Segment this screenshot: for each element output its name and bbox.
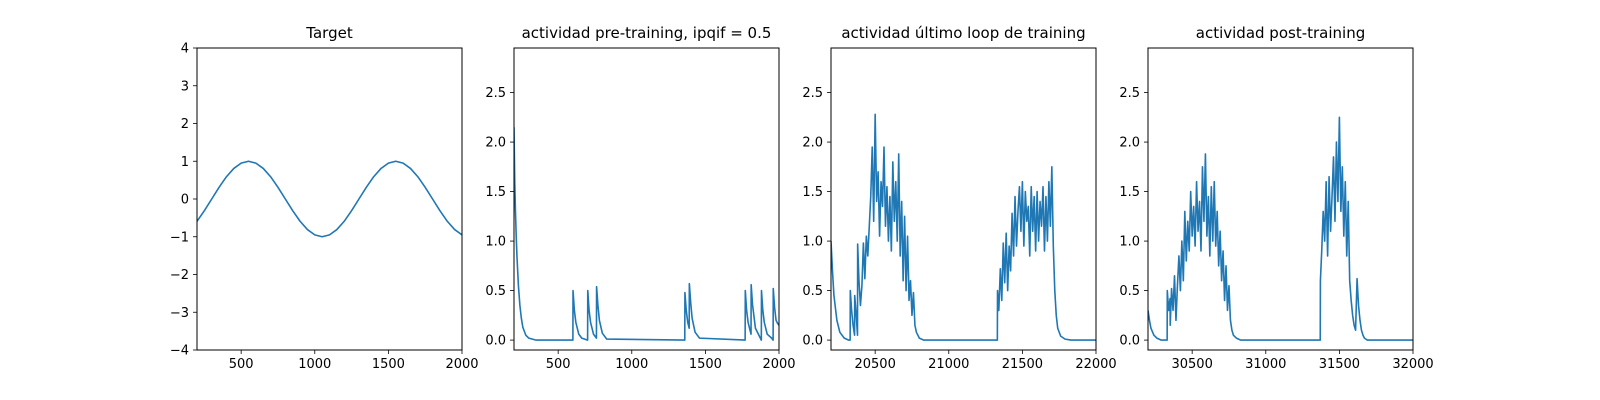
y-tick-label: 0.0: [802, 334, 823, 349]
x-tick-label: 2000: [445, 357, 478, 372]
subplot-4: 30500 31000 31500 32000 0.0 0.5 1.0 1.5 2.0 2.5 ac…: [1119, 24, 1433, 372]
x-tick-label: 2000: [762, 357, 795, 372]
x-tick-label: 1500: [689, 357, 722, 372]
y-tick-label: 2.0: [802, 136, 823, 151]
x-tick-label: 21000: [928, 357, 969, 372]
x-tick-label: 20500: [854, 357, 895, 372]
y-tick-label: −4: [170, 344, 189, 359]
y-tick-label: 4: [181, 42, 189, 57]
y-tick-label: −3: [170, 306, 189, 321]
y-tick-label: 0: [181, 193, 189, 208]
subplot-title: actividad pre-training, ipqif = 0.5: [522, 24, 772, 42]
x-tick-label: 22000: [1075, 357, 1116, 372]
x-tick-label: 31000: [1245, 357, 1286, 372]
series-line: [514, 127, 779, 341]
y-tick-label: 1.0: [802, 235, 823, 250]
subplot-title: actividad post-training: [1196, 24, 1365, 42]
x-tick-label: 31500: [1319, 357, 1360, 372]
axes-frame: [1147, 47, 1414, 351]
x-tick-label: 1500: [372, 357, 405, 372]
x-tick-label: 30500: [1171, 357, 1212, 372]
x-tick-label: 32000: [1392, 357, 1433, 372]
x-tick-label: 500: [546, 357, 571, 372]
subplot-title: Target: [305, 24, 353, 42]
y-tick-label: 3: [181, 79, 189, 94]
y-tick-label: −1: [170, 230, 189, 245]
subplots-container: 500 1000 1500 2000 −4 −3 −2 −1 0 1 2 3 4 Target 500 100…: [170, 24, 1434, 372]
y-tick-label: 1.5: [802, 185, 823, 200]
y-tick-label: 2: [181, 117, 189, 132]
x-tick-label: 500: [229, 357, 254, 372]
y-tick-label: 2.0: [485, 136, 506, 151]
series-line: [197, 160, 462, 238]
y-tick-label: 2.0: [1119, 136, 1140, 151]
y-tick-label: 2.5: [1119, 86, 1140, 101]
y-tick-label: 1.5: [1119, 185, 1140, 200]
y-tick-label: 0.0: [1119, 334, 1140, 349]
subplot-3: 20500 21000 21500 22000 0.0 0.5 1.0 1.5 2.0 2.5 ac…: [802, 24, 1116, 372]
y-tick-label: 1.5: [485, 185, 506, 200]
y-tick-label: 0.5: [485, 284, 506, 299]
y-tick-label: 2.5: [802, 86, 823, 101]
y-tick-label: 1.0: [485, 235, 506, 250]
y-tick-label: −2: [170, 268, 189, 283]
x-tick-label: 1000: [615, 357, 648, 372]
y-tick-label: 0.5: [1119, 284, 1140, 299]
axes-frame: [830, 47, 1097, 351]
x-tick-label: 1000: [298, 357, 331, 372]
y-tick-label: 1.0: [1119, 235, 1140, 250]
subplot-title: actividad último loop de training: [841, 24, 1085, 42]
subplot-1: 500 1000 1500 2000 −4 −3 −2 −1 0 1 2 3 4 Target: [170, 24, 479, 372]
y-tick-label: 2.5: [485, 86, 506, 101]
y-tick-label: 0.0: [485, 334, 506, 349]
x-tick-label: 21500: [1002, 357, 1043, 372]
y-tick-label: 1: [181, 155, 189, 170]
series-line: [831, 113, 1096, 341]
series-line: [1148, 116, 1413, 341]
y-tick-label: 0.5: [802, 284, 823, 299]
subplot-2: 500 1000 1500 2000 0.0 0.5 1.0 1.5 2.0 2.5 activid…: [485, 24, 795, 372]
axes-frame: [513, 47, 780, 351]
